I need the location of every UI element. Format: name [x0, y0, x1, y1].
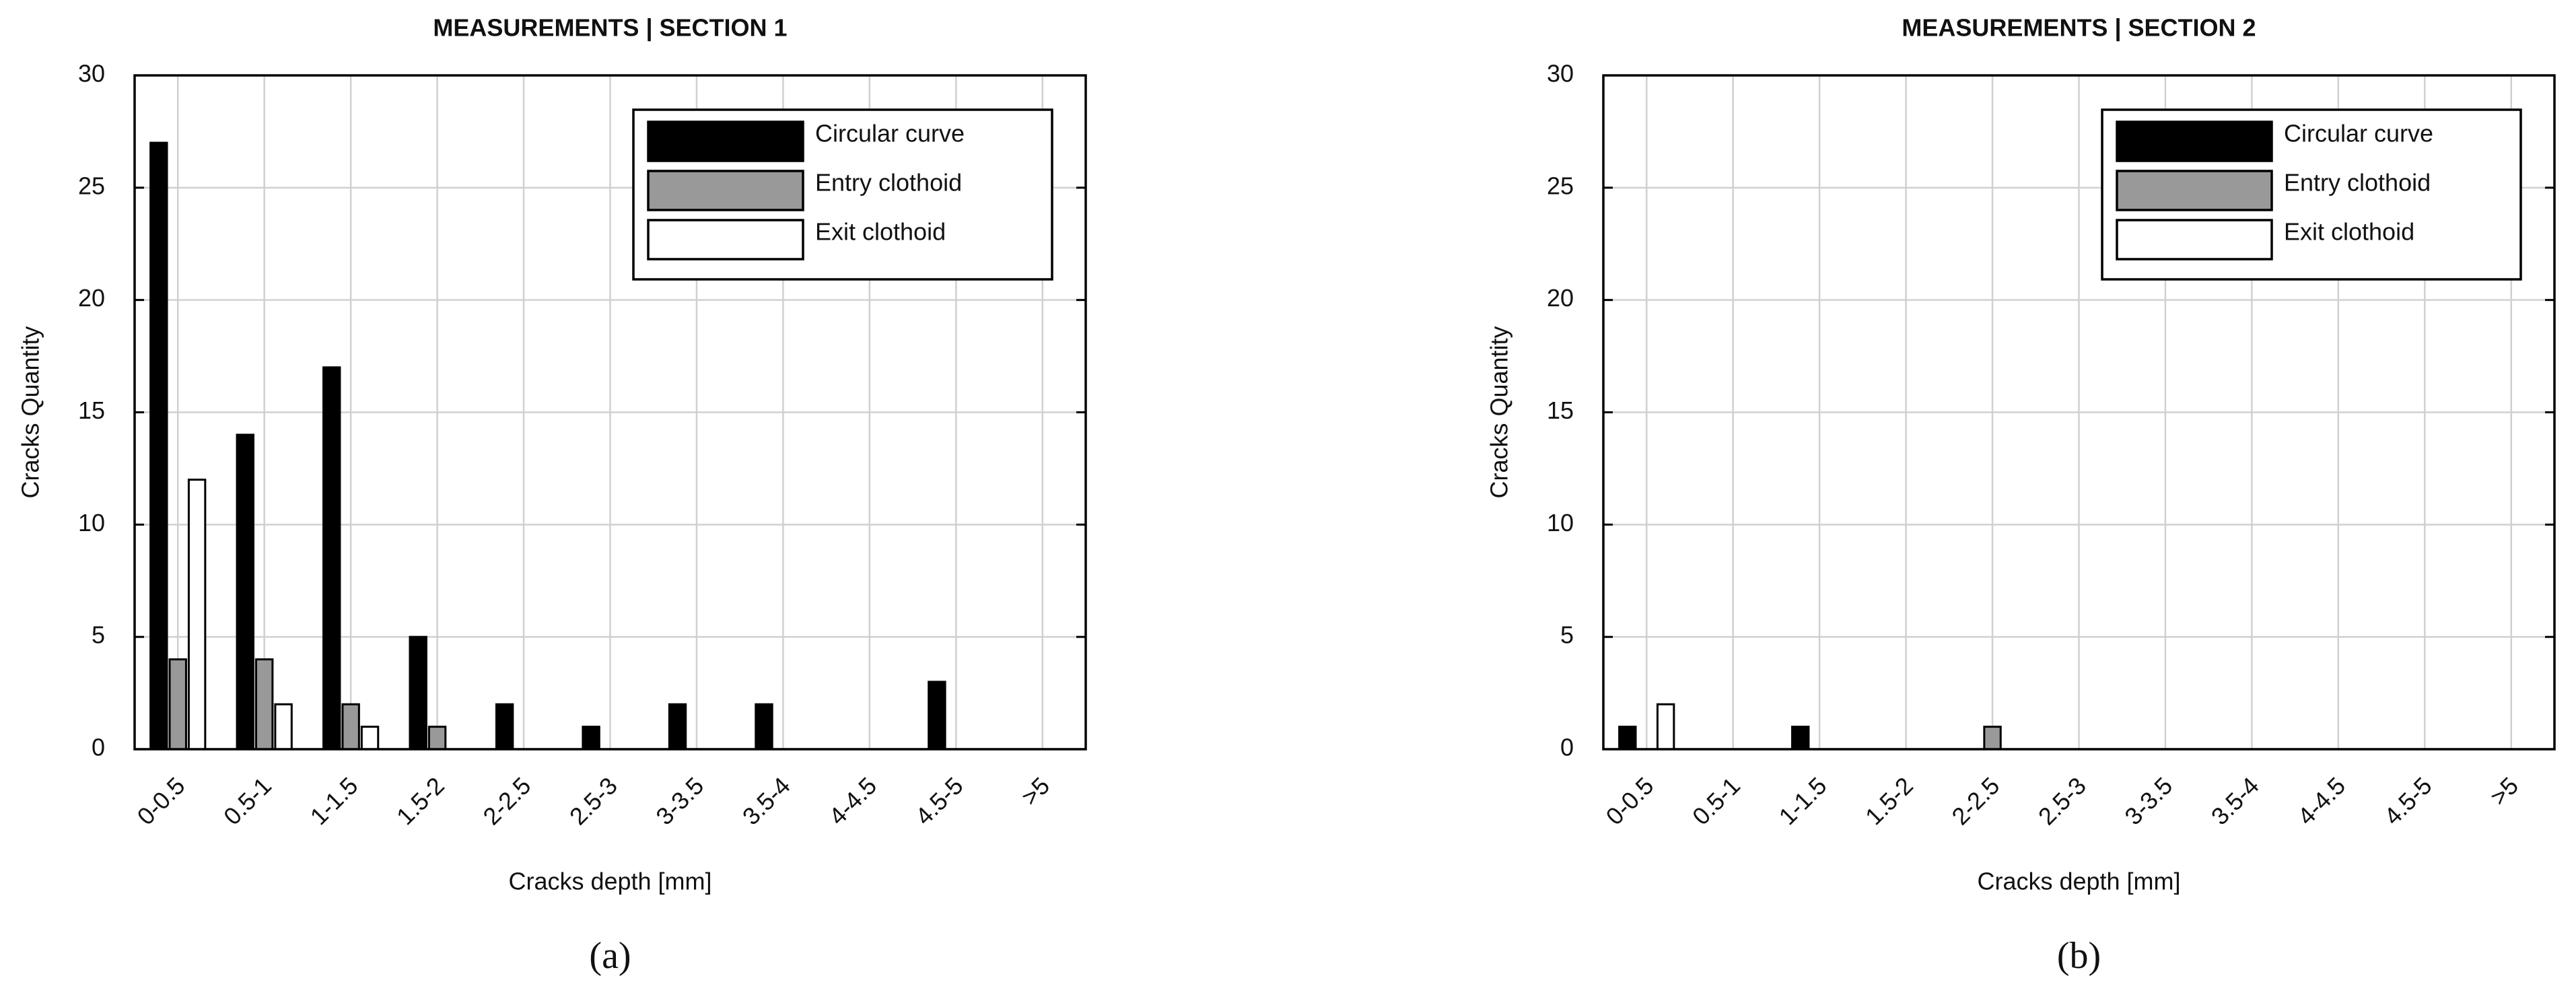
- bar: [236, 434, 254, 751]
- y-tick-label: 0: [92, 734, 105, 761]
- y-tick-label: 30: [78, 60, 105, 88]
- y-tick-label: 20: [78, 284, 105, 312]
- bar: [187, 479, 207, 751]
- legend-label: Entry clothoid: [815, 169, 962, 197]
- y-tick-label: 15: [1547, 396, 1574, 424]
- bar: [322, 366, 341, 751]
- y-tick-label: 15: [78, 396, 105, 424]
- x-tick-label: >5: [1016, 771, 1055, 810]
- bar: [668, 703, 687, 751]
- x-tick-label: 2.5-3: [2033, 771, 2091, 830]
- y-axis-label: Cracks Quantity: [1486, 326, 1513, 498]
- bar: [1618, 726, 1637, 751]
- bar: [427, 726, 447, 751]
- x-tick-label: 2-2.5: [477, 771, 536, 830]
- legend-swatch: [647, 170, 804, 211]
- bar: [582, 726, 600, 751]
- bar: [928, 681, 946, 751]
- bar: [1791, 726, 1810, 751]
- x-tick-label: 3-3.5: [650, 771, 709, 830]
- legend-swatch: [2116, 120, 2273, 162]
- legend-swatch: [2116, 219, 2273, 261]
- bar: [360, 726, 380, 751]
- x-tick-label: 4.5-5: [910, 771, 969, 830]
- bar: [409, 635, 427, 751]
- bar: [274, 703, 293, 751]
- x-tick-label: 2-2.5: [1946, 771, 2005, 830]
- caption: (b): [2057, 935, 2101, 977]
- x-tick-label: 0-0.5: [132, 771, 190, 830]
- x-tick-label: 0.5-1: [1687, 771, 1745, 830]
- caption: (a): [589, 935, 631, 977]
- x-tick-label: >5: [2484, 771, 2523, 810]
- chart-title: MEASUREMENTS | SECTION 2: [1902, 14, 2256, 42]
- chart-title: MEASUREMENTS | SECTION 1: [433, 14, 787, 42]
- y-axis-label: Cracks Quantity: [17, 326, 44, 498]
- legend-label: Circular curve: [2284, 120, 2433, 147]
- plot-frame: [133, 74, 1087, 751]
- chart-panel: MEASUREMENTS | SECTION 1 0 5 10 15 20 25 30 0-0.…: [17, 14, 1087, 977]
- x-tick-label: 1.5-2: [1860, 771, 1918, 830]
- bar: [1983, 726, 2002, 751]
- x-axis-label: Cracks depth [mm]: [1977, 868, 2180, 895]
- x-tick-label: 1.5-2: [391, 771, 450, 830]
- legend-label: Exit clothoid: [2284, 218, 2414, 246]
- y-tick-label: 25: [1547, 172, 1574, 199]
- y-tick-label: 25: [78, 172, 105, 199]
- legend-label: Entry clothoid: [2284, 169, 2431, 197]
- x-tick-label: 4-4.5: [823, 771, 882, 830]
- y-tick-label: 10: [1547, 509, 1574, 536]
- x-tick-label: 3.5-4: [737, 771, 796, 830]
- x-tick-label: 0-0.5: [1601, 771, 1659, 830]
- bar: [495, 703, 514, 751]
- y-tick-label: 0: [1560, 734, 1574, 761]
- plot-frame: [1602, 74, 2556, 751]
- x-tick-label: 1-1.5: [1774, 771, 1832, 830]
- x-tick-label: 4.5-5: [2379, 771, 2437, 830]
- chart-panel: MEASUREMENTS | SECTION 2 0 5 10 15 20 25 30 0-0.…: [1486, 14, 2556, 977]
- y-tick-label: 30: [1547, 60, 1574, 88]
- x-tick-label: 3.5-4: [2206, 771, 2264, 830]
- legend-swatch: [2116, 170, 2273, 211]
- y-tick-label: 10: [78, 509, 105, 536]
- bar: [341, 703, 360, 751]
- x-tick-label: 0.5-1: [218, 771, 277, 830]
- bar: [168, 658, 187, 751]
- x-tick-label: 1-1.5: [305, 771, 363, 830]
- y-tick-label: 5: [1560, 621, 1574, 649]
- legend-label: Circular curve: [815, 120, 965, 147]
- y-tick-label: 5: [92, 621, 105, 649]
- x-tick-label: 2.5-3: [564, 771, 623, 830]
- bar: [254, 658, 274, 751]
- x-tick-label: 3-3.5: [2119, 771, 2178, 830]
- bar: [1656, 703, 1675, 751]
- bar: [755, 703, 773, 751]
- legend-swatch: [647, 120, 804, 162]
- bar: [149, 141, 168, 751]
- x-axis-label: Cracks depth [mm]: [508, 868, 711, 895]
- y-tick-label: 20: [1547, 284, 1574, 312]
- legend-swatch: [647, 219, 804, 261]
- x-tick-label: 4-4.5: [2292, 771, 2351, 830]
- legend-label: Exit clothoid: [815, 218, 946, 246]
